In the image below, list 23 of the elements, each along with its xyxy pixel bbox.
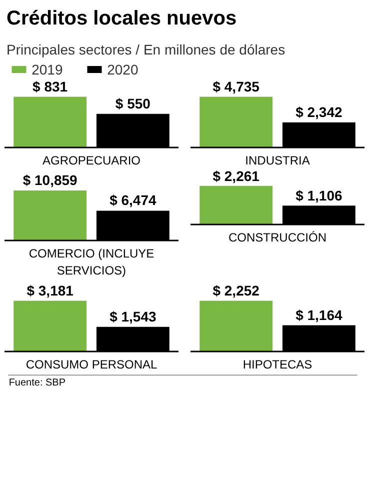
data-label: $ 10,859	[22, 172, 78, 188]
data-label: $ 3,181	[26, 282, 74, 298]
x-axis-title: HIPOTECAS	[242, 358, 312, 372]
data-label: $ 1,106	[296, 188, 342, 204]
data-label: $ 550	[115, 95, 151, 112]
category-label: 2020	[107, 62, 138, 78]
data-label: $ 1,543	[110, 308, 156, 324]
data-label: $ 2,261	[212, 168, 260, 184]
text: Créditos locales nuevos	[6, 8, 237, 30]
category-label: 2019	[32, 62, 63, 78]
data-label: $ 1,164	[296, 306, 342, 323]
x-axis-title: AGROPECUARIO	[42, 154, 141, 168]
data-label: $ 2,342	[296, 104, 342, 120]
x-axis-title: INDUSTRIA	[245, 154, 310, 168]
source-note: Fuente: SBP	[8, 378, 66, 388]
text: Principales sectores / En millones de dólares	[6, 42, 286, 58]
data-label: $ 831	[32, 78, 68, 94]
data-label: $ 2,252	[212, 282, 260, 298]
data-label: $ 6,474	[110, 192, 156, 208]
data-label: $ 4,735	[212, 78, 260, 94]
x-axis-title: COMERCIO (INCLUYE SERVICIOS)	[28, 246, 154, 278]
x-axis-title: CONSTRUCCIÓN	[228, 230, 326, 244]
x-axis-title: CONSUMO PERSONAL	[26, 358, 158, 372]
